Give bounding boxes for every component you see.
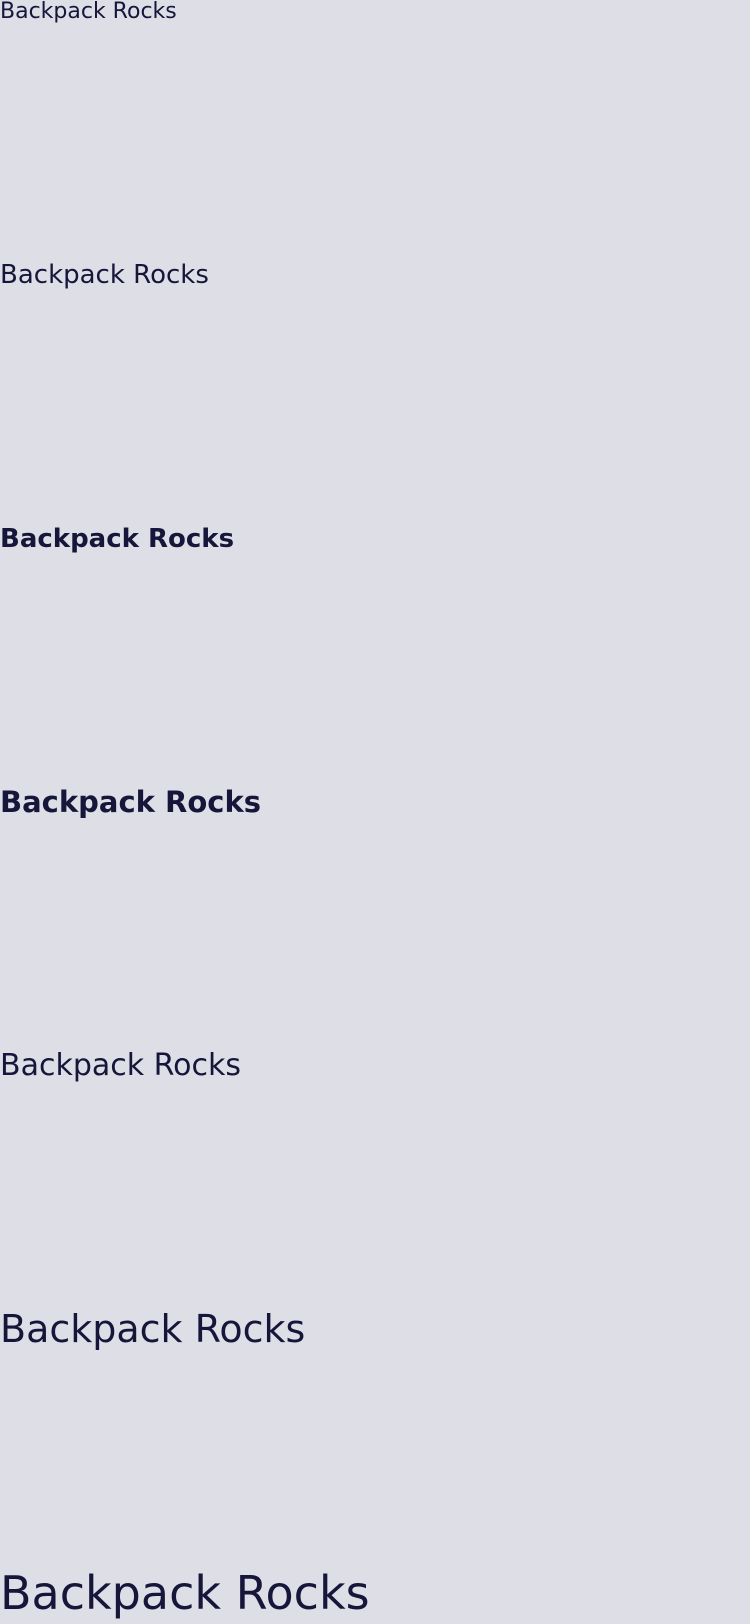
text-sample-6: Backpack Rocks xyxy=(0,1307,306,1351)
text-sample-7: Backpack Rocks xyxy=(0,1566,370,1620)
text-sample-2: Backpack Rocks xyxy=(0,260,209,290)
text-sample-5: Backpack Rocks xyxy=(0,1048,242,1083)
text-sample-4: Backpack Rocks xyxy=(0,785,262,819)
text-sample-1: Backpack Rocks xyxy=(0,0,177,24)
text-sample-3: Backpack Rocks xyxy=(0,524,235,554)
